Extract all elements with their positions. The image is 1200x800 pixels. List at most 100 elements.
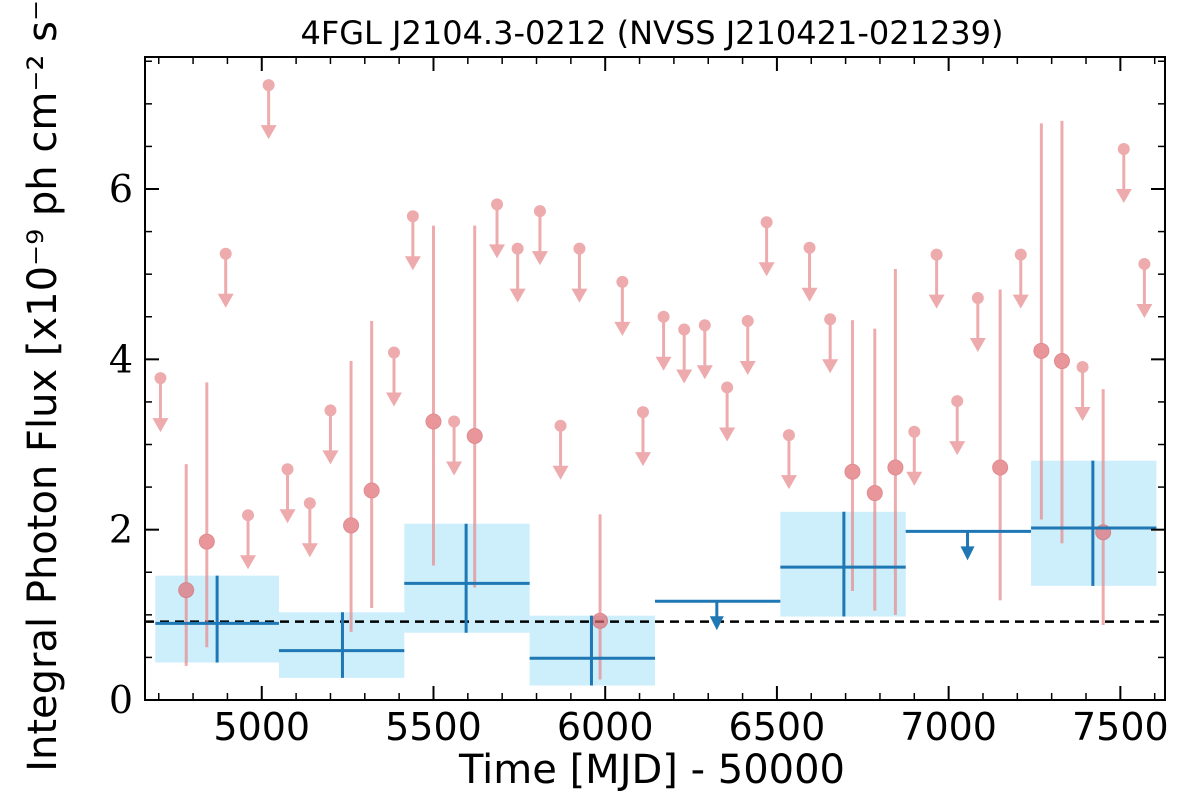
upper-limit-marker — [678, 323, 691, 336]
upper-limit-marker — [242, 509, 255, 522]
upper-limit-arrow — [1074, 407, 1091, 422]
upper-limit-marker — [406, 210, 419, 223]
upper-limit-marker — [324, 404, 337, 417]
upper-limit-marker — [1076, 361, 1089, 374]
upper-limit-arrow — [719, 427, 736, 442]
short-bin-upper-limit — [676, 323, 693, 384]
short-bin-marker — [466, 427, 483, 444]
upper-limit-marker — [554, 419, 567, 432]
short-bin-upper-limit — [801, 241, 818, 302]
upper-limit-marker — [636, 406, 649, 419]
upper-limit-arrow — [906, 471, 923, 486]
upper-limit-arrow — [801, 287, 818, 302]
upper-limit-arrow — [322, 450, 339, 465]
x-tick-label: 5500 — [385, 705, 482, 749]
upper-limit-arrow — [1115, 188, 1132, 203]
upper-limit-arrow — [404, 256, 421, 271]
short-bin-point — [866, 328, 883, 611]
y-tick-label: 6 — [109, 167, 133, 211]
upper-limit-marker — [281, 463, 294, 476]
upper-limit-arrow — [260, 125, 277, 140]
short-bin-upper-limit — [822, 313, 839, 374]
upper-limit-arrow — [928, 294, 945, 309]
upper-limit-arrow — [969, 338, 986, 353]
upper-limit-marker — [448, 415, 461, 428]
upper-limit-marker — [930, 248, 943, 261]
short-bin-upper-limit — [928, 248, 945, 309]
short-bin-upper-limit — [217, 247, 234, 308]
upper-limit-marker — [908, 425, 921, 438]
short-bin-marker — [425, 413, 442, 430]
short-bin-upper-limit — [1115, 142, 1132, 203]
upper-limit-marker — [511, 242, 524, 255]
x-tick-label: 6000 — [557, 705, 654, 749]
short-bin-point — [844, 320, 861, 591]
upper-limit-arrow — [489, 244, 506, 259]
y-axis-label: Integral Photon Flux [x10⁻⁹ ph cm⁻² s⁻¹] — [20, 0, 66, 772]
short-bin-upper-limit — [758, 216, 775, 277]
long-bin-point — [1031, 460, 1157, 586]
short-bin-upper-limit — [571, 242, 588, 303]
x-tick-label: 7500 — [1072, 705, 1169, 749]
short-bin-point — [198, 382, 215, 648]
short-bin-upper-limit — [696, 319, 713, 380]
short-bin-point — [592, 514, 609, 680]
short-bin-upper-limit — [655, 310, 672, 371]
short-bin-upper-limit — [780, 429, 797, 490]
upper-limit-marker — [616, 275, 629, 288]
short-bin-marker — [1033, 342, 1050, 359]
long-bin-upper-limit — [655, 599, 781, 631]
chart-title: 4FGL J2104.3-0212 (NVSS J210421-021239) — [300, 14, 1003, 52]
upper-limit-arrow — [960, 546, 975, 561]
upper-limit-arrow — [780, 475, 797, 490]
long-bin-point — [780, 511, 906, 617]
short-bin-upper-limit — [906, 425, 923, 486]
short-bin-upper-limit — [322, 404, 339, 465]
upper-limit-marker — [721, 381, 734, 394]
x-axis-ticks: 5000 5500 6000 6500 7000 7500 — [157, 57, 1169, 749]
upper-limit-marker — [154, 372, 167, 385]
plot-content — [145, 79, 1165, 686]
upper-limit-marker — [782, 429, 795, 442]
upper-limit-arrow — [949, 441, 966, 456]
upper-limit-marker — [303, 497, 316, 510]
upper-limit-arrow — [696, 365, 713, 380]
short-bin-marker — [866, 485, 883, 502]
upper-limit-marker — [971, 292, 984, 305]
upper-limit-arrow — [552, 465, 569, 480]
short-bin-upper-limit — [489, 198, 506, 259]
short-bin-upper-limit — [279, 463, 296, 524]
upper-limit-marker — [698, 319, 711, 332]
short-bin-marker — [1053, 353, 1070, 370]
short-bin-marker — [363, 482, 380, 499]
upper-limit-arrow — [301, 543, 318, 558]
short-bin-marker — [992, 459, 1009, 476]
upper-limit-marker — [491, 198, 504, 211]
short-bin-point — [1033, 123, 1050, 520]
short-bin-marker — [887, 459, 904, 476]
short-bin-upper-limit — [1012, 248, 1029, 309]
short-bin-upper-limit — [404, 210, 421, 271]
short-bin-point — [887, 269, 904, 615]
short-bin-upper-limit — [739, 315, 756, 376]
short-bin-marker — [198, 533, 215, 550]
upper-limit-marker — [803, 241, 816, 254]
upper-limit-arrow — [614, 321, 631, 336]
short-bin-marker — [844, 463, 861, 480]
upper-limit-arrow — [446, 461, 463, 476]
upper-limit-marker — [387, 346, 400, 359]
long-bin-point — [529, 615, 655, 686]
short-bin-point — [363, 321, 380, 609]
upper-limit-arrow — [385, 392, 402, 407]
x-axis-label: Time [MJD] - 50000 — [458, 747, 845, 793]
short-bin-upper-limit — [240, 509, 257, 570]
short-bin-point — [992, 289, 1009, 601]
upper-limit-arrow — [758, 262, 775, 277]
short-bin-upper-limit — [634, 406, 651, 467]
y-tick-label: 0 — [109, 678, 133, 722]
upper-limit-arrow — [1012, 294, 1029, 309]
upper-limit-marker — [533, 205, 546, 218]
upper-limit-arrow — [655, 356, 672, 371]
upper-limit-marker — [219, 247, 232, 260]
